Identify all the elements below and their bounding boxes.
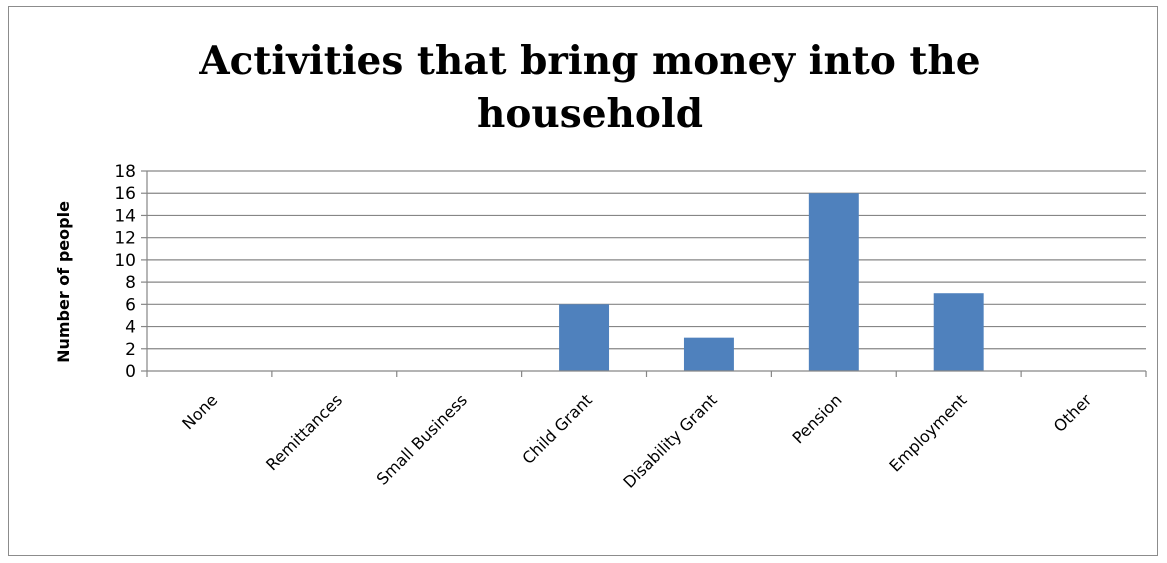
bar [559,304,610,371]
y-axis-label: Number of people [54,201,73,363]
chart-title-line-1: Activities that bring money into the [198,38,980,84]
bars [559,193,984,371]
x-tick-label: Other [1050,390,1096,436]
x-tick-label: Pension [789,390,846,447]
y-tick-label: 18 [114,162,136,182]
y-tick-label: 14 [114,206,136,226]
y-tick-label: 2 [125,340,136,360]
x-tick-label: Disability Grant [619,390,720,491]
y-tick-label: 0 [125,362,136,382]
chart-frame [8,6,1158,556]
bar [808,193,859,371]
gridlines [147,170,1146,350]
y-tick-label: 12 [114,229,136,249]
x-tick-label: Small Business [373,390,471,488]
chart-title-line-2: household [477,91,703,137]
y-tick-label: 10 [114,251,136,271]
x-tick-label: None [178,390,221,433]
y-tick-label: 6 [125,295,136,315]
bar [933,293,984,371]
y-tick-label: 4 [125,318,136,338]
y-tick-label: 8 [125,273,136,293]
x-tick-label: Employment [885,390,970,475]
x-tick-labels: None Remittances Small Business Child Grant… [178,390,1095,492]
x-tick-label: Child Grant [518,390,596,468]
y-tick-label: 16 [114,184,136,204]
axes [141,170,1147,377]
bar [683,337,734,371]
x-tick-label: Remittances [262,390,346,474]
